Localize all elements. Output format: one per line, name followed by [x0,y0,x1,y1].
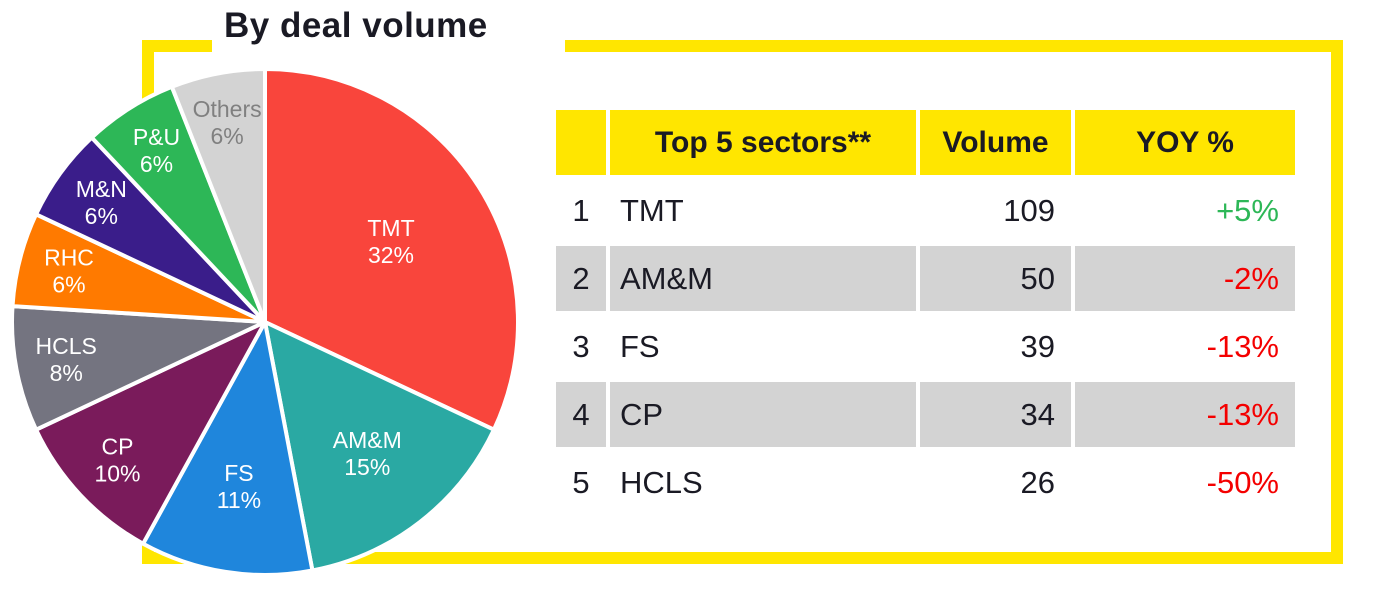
row-3-rank: 3 [572,328,590,364]
pie-label-tmt: TMT 32% [367,215,414,268]
pie-label-others: Others 6% [193,96,262,149]
row-5-sector: HCLS [620,464,703,500]
page-title: By deal volume [224,6,488,45]
row-2-volume: 50 [920,246,1071,311]
row-2-sector: AM&M [610,246,916,311]
row-4-sector: CP [610,382,916,447]
pie-chart: TMT 32% AM&M 15% FS 11% CP 10% HCLS 8% RHC 6% M&N 6%P… [10,67,520,577]
pie-slice-others [169,67,267,324]
row-3-yoy: -13% [1206,328,1279,364]
row-2-rank: 2 [556,246,606,311]
row-1-sector: TMT [620,192,684,228]
row-4-rank: 4 [556,382,606,447]
pie-slice-fs [141,320,315,577]
row-1-rank: 1 [572,192,590,228]
pie-label-cp: CP 10% [94,434,140,487]
pie-label-hcls: HCLS 8% [36,333,97,386]
frame-top-left-segment [142,40,212,52]
top-sectors-table: Top 5 sectors** Volume YOY % 1 TMT 109 +5% 2… [556,110,1295,515]
table-header-rank [556,110,606,175]
row-1-volume: 109 [1003,192,1055,228]
table-header-volume: Volume [920,110,1071,175]
row-5-rank: 5 [572,464,590,500]
pie-label-mn: M&N 6% [76,176,127,229]
frame-right-border [1331,40,1343,564]
pie-label-rhc: RHC 6% [44,245,94,298]
table-header-yoy: YOY % [1075,110,1295,175]
row-3-volume: 39 [1020,328,1055,364]
table-header-sector: Top 5 sectors** [610,110,916,175]
pie-label-fs: FS 11% [217,460,261,513]
row-2-yoy: -2% [1075,246,1295,311]
row-4-volume: 34 [920,382,1071,447]
pie-slice-cp [34,320,267,546]
frame-top-right-segment [565,40,1343,52]
pie-slice-tmt [263,67,520,432]
row-5-volume: 26 [1020,464,1055,500]
row-5-yoy: -50% [1206,464,1279,500]
row-1-yoy: +5% [1216,192,1279,228]
pie-slice-hcls [10,304,267,432]
row-3-sector: FS [620,328,660,364]
pie-slice-amm [263,320,496,573]
pie-label-pu: P&U 6% [133,124,180,177]
frame-bottom-border [142,552,1343,564]
pie-label-amm: AM&M 15% [333,427,402,480]
row-4-yoy: -13% [1075,382,1295,447]
